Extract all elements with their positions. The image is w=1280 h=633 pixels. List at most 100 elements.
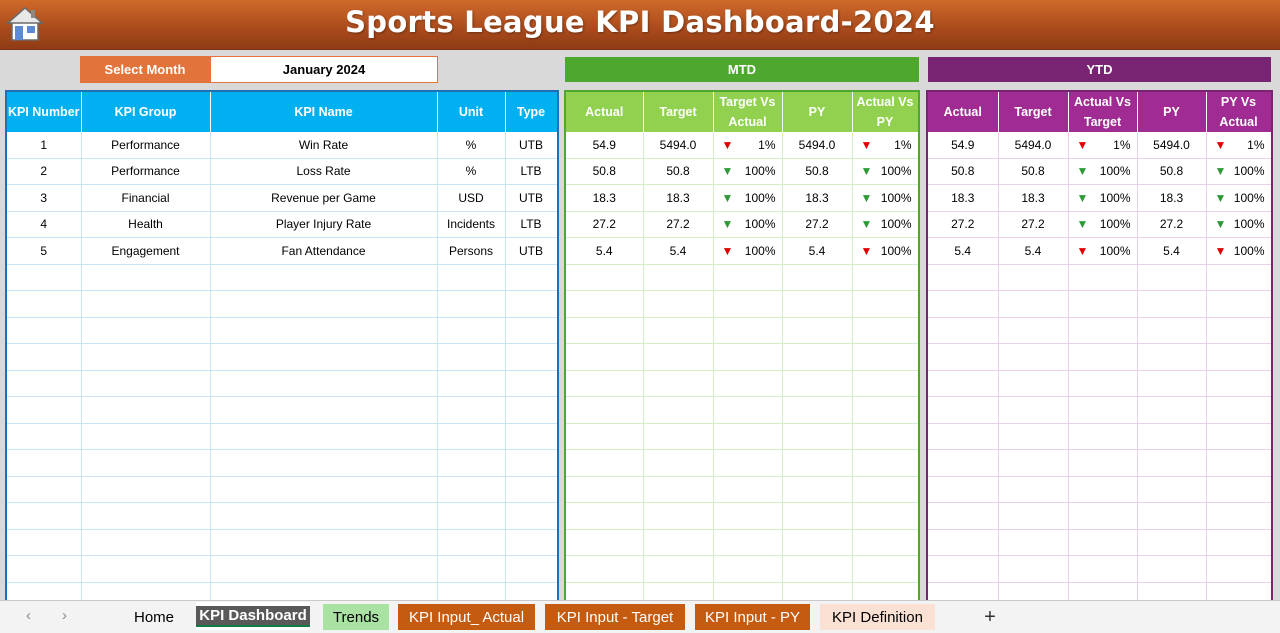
chevron-left-icon[interactable]: ‹ — [26, 607, 31, 624]
home-icon[interactable] — [6, 6, 44, 42]
empty-cell — [1068, 343, 1138, 371]
empty-cell — [1068, 396, 1138, 424]
table-cell: 50.8 — [1137, 158, 1207, 185]
indicator-value: 100% — [1099, 217, 1131, 232]
empty-cell — [210, 476, 438, 503]
tab-kpi-input-py[interactable]: KPI Input - PY — [695, 604, 810, 630]
empty-cell — [1206, 476, 1271, 503]
table-row: 5 Engagement Fan Attendance Persons UTB — [7, 237, 557, 265]
table-cell: 18.3 — [782, 184, 853, 212]
empty-cell — [505, 264, 557, 291]
empty-cell — [1068, 502, 1138, 530]
empty-cell — [566, 264, 644, 291]
empty-cell — [210, 317, 438, 344]
empty-cell — [852, 343, 918, 371]
indicator-cell: ▼ 1% — [852, 132, 918, 159]
table-cell: 5.4 — [1137, 237, 1207, 265]
empty-cell — [782, 317, 853, 344]
table-cell: 50.8 — [566, 158, 644, 185]
ytd-banner: YTD — [928, 57, 1271, 82]
indicator-cell: ▼ 100% — [1206, 184, 1271, 212]
empty-cell — [782, 529, 853, 556]
indicator-cell: ▼ 100% — [1206, 211, 1271, 238]
empty-cell — [1137, 423, 1207, 450]
empty-cell — [782, 476, 853, 503]
empty-cell — [7, 370, 82, 397]
table-cell: UTB — [505, 184, 557, 212]
table-row: 27.2 27.2 ▼ 100% 27.2 ▼ 100% — [566, 211, 918, 238]
empty-cell — [566, 396, 644, 424]
empty-cell — [81, 264, 211, 291]
empty-cell — [852, 529, 918, 556]
empty-cell — [437, 290, 506, 318]
empty-cell — [437, 529, 506, 556]
empty-cell — [7, 555, 82, 583]
empty-cell — [643, 529, 714, 556]
indicator-cell: ▼ 100% — [852, 158, 918, 185]
indicator-value: 100% — [1099, 243, 1131, 258]
chevron-right-icon[interactable]: › — [62, 607, 67, 624]
empty-cell — [713, 317, 783, 344]
empty-cell — [998, 529, 1069, 556]
table-cell: 5.4 — [643, 237, 714, 265]
empty-cell — [566, 449, 644, 477]
empty-cell — [505, 317, 557, 344]
indicator-value: 100% — [744, 217, 776, 232]
empty-cell — [566, 529, 644, 556]
table-cell: 27.2 — [566, 211, 644, 238]
indicator-value: 1% — [758, 137, 776, 152]
empty-cell — [643, 555, 714, 583]
empty-cell — [782, 343, 853, 371]
empty-cell — [1206, 449, 1271, 477]
empty-cell — [1137, 502, 1207, 530]
indicator-value: 100% — [1233, 164, 1265, 179]
empty-cell — [81, 555, 211, 583]
empty-cell — [852, 317, 918, 344]
table-row — [566, 555, 918, 583]
table-cell: 54.9 — [566, 132, 644, 159]
table-row — [928, 423, 1271, 450]
table-row: 50.8 50.8 ▼ 100% 50.8 ▼ 100% — [928, 158, 1271, 185]
empty-cell — [998, 502, 1069, 530]
empty-cell — [852, 423, 918, 450]
green-triangle-down-icon: ▼ — [1076, 217, 1089, 232]
empty-cell — [505, 423, 557, 450]
empty-cell — [998, 555, 1069, 583]
table-cell: 50.8 — [643, 158, 714, 185]
red-triangle-down-icon: ▼ — [721, 243, 734, 258]
empty-cell — [782, 423, 853, 450]
tab-kpi-input-target[interactable]: KPI Input - Target — [545, 604, 685, 630]
column-header: Unit — [437, 92, 506, 132]
tab-kpi-definition[interactable]: KPI Definition — [820, 604, 935, 630]
empty-cell — [437, 317, 506, 344]
empty-cell — [928, 555, 999, 583]
indicator-value: 100% — [1233, 217, 1265, 232]
empty-cell — [566, 555, 644, 583]
empty-cell — [1206, 555, 1271, 583]
table-row — [928, 449, 1271, 477]
table-row — [7, 423, 557, 450]
empty-cell — [713, 423, 783, 450]
empty-cell — [852, 449, 918, 477]
tab-kpi-dashboard[interactable]: KPI Dashboard — [196, 602, 310, 630]
indicator-value: 100% — [880, 164, 912, 179]
table-cell: 18.3 — [998, 184, 1069, 212]
table-row: 54.9 5494.0 ▼ 1% 5494.0 ▼ 1% — [928, 132, 1271, 159]
table-row — [928, 343, 1271, 371]
tab-trends[interactable]: Trends — [323, 604, 389, 630]
empty-cell — [713, 396, 783, 424]
table-cell: 2 — [7, 158, 82, 185]
column-header: PY Vs Actual — [1206, 92, 1271, 132]
red-triangle-down-icon: ▼ — [860, 243, 873, 258]
empty-cell — [643, 449, 714, 477]
tab-home[interactable]: Home — [133, 608, 174, 626]
empty-cell — [713, 449, 783, 477]
empty-cell — [1068, 449, 1138, 477]
empty-cell — [1206, 529, 1271, 556]
month-dropdown[interactable]: January 2024 — [210, 56, 438, 83]
tab-kpi-input-actual[interactable]: KPI Input_ Actual — [398, 604, 535, 630]
indicator-cell: ▼ 1% — [1068, 132, 1138, 159]
empty-cell — [81, 290, 211, 318]
add-sheet-button[interactable]: + — [984, 605, 996, 628]
table-cell: 5494.0 — [782, 132, 853, 159]
